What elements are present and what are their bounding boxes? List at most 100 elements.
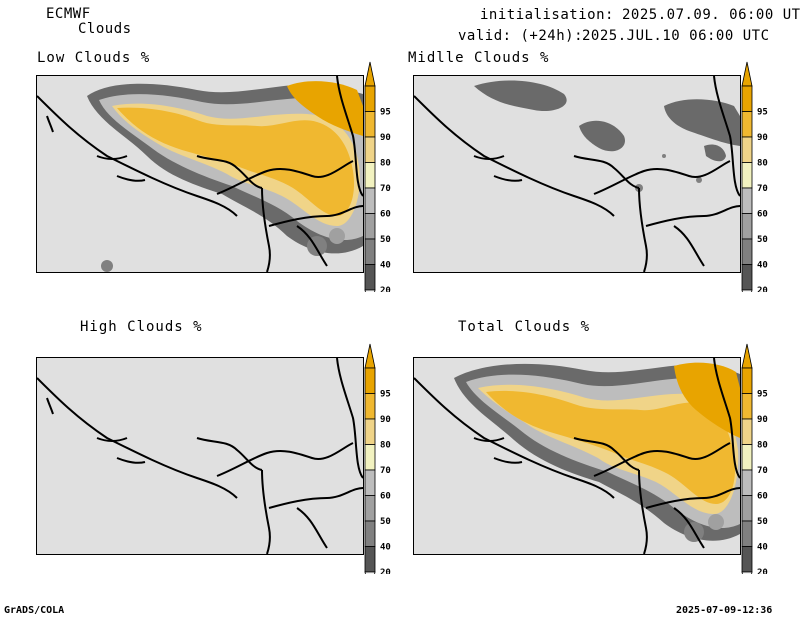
panel-title-mid: Midlle Clouds % <box>408 50 550 66</box>
colorbar-segment <box>741 393 753 420</box>
colorbar-segment <box>741 213 753 240</box>
colorbar-segment <box>364 418 376 445</box>
colorbar-segment <box>741 418 753 445</box>
colorbar-tick-label: 50 <box>380 235 391 245</box>
colorbar-segment <box>741 162 753 189</box>
map-high-clouds <box>36 357 364 555</box>
colorbar-mid: 95 90 80 70 60 50 40 20 <box>741 60 783 315</box>
colorbar-tick-label: 95 <box>757 390 768 400</box>
product-name: Clouds <box>78 21 132 37</box>
colorbar-bottom-arrow <box>364 289 376 315</box>
colorbar-segment <box>364 264 376 291</box>
colorbar-segment <box>741 264 753 291</box>
init-value: 2025.07.09. 06:00 UTC <box>622 7 800 23</box>
colorbar-segment <box>741 495 753 522</box>
colorbar-segment <box>364 85 376 112</box>
map-total-svg <box>414 358 740 554</box>
map-mid-svg <box>414 76 740 272</box>
colorbar-segment <box>741 238 753 265</box>
colorbar-segment <box>364 520 376 547</box>
colorbar-segment <box>364 444 376 471</box>
colorbar-low-svg: 95 90 80 70 60 50 40 20 <box>364 61 391 315</box>
colorbar-tick-label: 60 <box>380 210 391 220</box>
colorbar-tick-label: 70 <box>380 184 391 194</box>
colorbar-top-arrow <box>741 61 753 87</box>
colorbar-total-svg: 95 90 80 70 60 50 40 20 <box>741 343 768 597</box>
colorbar-tick-label: 70 <box>757 466 768 476</box>
init-label: initialisation: <box>480 7 614 23</box>
colorbar-tick-label: 95 <box>757 108 768 118</box>
colorbar-segment <box>741 444 753 471</box>
colorbar-segment <box>364 393 376 420</box>
colorbar-segment <box>364 162 376 189</box>
colorbar-segment <box>364 187 376 214</box>
colorbar-segment <box>741 367 753 394</box>
colorbar-segment <box>364 367 376 394</box>
colorbar-top-arrow <box>364 61 376 87</box>
colorbar-bottom-arrow <box>741 289 753 315</box>
colorbar-tick-label: 80 <box>757 159 768 169</box>
colorbar-segment <box>364 495 376 522</box>
colorbar-tick-label: 80 <box>380 441 391 451</box>
model-name: ECMWF <box>46 6 91 22</box>
colorbar-tick-label: 95 <box>380 390 391 400</box>
colorbar-tick-label: 50 <box>380 517 391 527</box>
map-middle-clouds <box>413 75 741 273</box>
colorbar-high-svg: 95 90 80 70 60 50 40 20 <box>364 343 391 597</box>
colorbar-tick-label: 95 <box>380 108 391 118</box>
colorbar-segment <box>364 238 376 265</box>
colorbar-segment <box>741 187 753 214</box>
colorbar-tick-label: 50 <box>757 517 768 527</box>
footer-timestamp: 2025-07-09-12:36 <box>676 605 773 616</box>
colorbar-tick-label: 80 <box>757 441 768 451</box>
colorbar-segment <box>741 469 753 496</box>
panel-title-high: High Clouds % <box>80 319 203 335</box>
colorbar-top-arrow <box>741 343 753 369</box>
colorbar-segment <box>741 111 753 138</box>
colorbar-segment <box>364 546 376 573</box>
panel-title-total: Total Clouds % <box>458 319 591 335</box>
colorbar-segment <box>364 213 376 240</box>
colorbar-tick-label: 90 <box>757 415 768 425</box>
colorbar-tick-label: 70 <box>757 184 768 194</box>
colorbar-high: 95 90 80 70 60 50 40 20 <box>364 342 406 597</box>
colorbar-tick-label: 40 <box>757 261 768 271</box>
colorbar-tick-label: 20 <box>380 286 391 292</box>
map-total-clouds <box>413 357 741 555</box>
colorbar-tick-label: 80 <box>380 159 391 169</box>
panel-title-low: Low Clouds % <box>37 50 151 66</box>
colorbar-segment <box>741 520 753 547</box>
footer-software: GrADS/COLA <box>4 605 65 616</box>
map-low-svg <box>37 76 363 272</box>
colorbar-low: 95 90 80 70 60 50 40 20 <box>364 60 406 315</box>
colorbar-segment <box>364 136 376 163</box>
colorbar-bottom-arrow <box>364 571 376 597</box>
colorbar-tick-label: 20 <box>757 568 768 574</box>
colorbar-tick-label: 70 <box>380 466 391 476</box>
colorbar-tick-label: 90 <box>380 133 391 143</box>
valid-value: 2025.JUL.10 06:00 UTC <box>582 28 770 44</box>
map-high-svg <box>37 358 363 554</box>
colorbar-bottom-arrow <box>741 571 753 597</box>
colorbar-segment <box>364 469 376 496</box>
colorbar-segment <box>364 111 376 138</box>
colorbar-segment <box>741 85 753 112</box>
colorbar-tick-label: 60 <box>757 210 768 220</box>
colorbar-segment <box>741 546 753 573</box>
colorbar-tick-label: 60 <box>380 492 391 502</box>
colorbar-tick-label: 40 <box>380 261 391 271</box>
colorbar-tick-label: 90 <box>757 133 768 143</box>
colorbar-mid-svg: 95 90 80 70 60 50 40 20 <box>741 61 768 315</box>
colorbar-top-arrow <box>364 343 376 369</box>
colorbar-tick-label: 20 <box>757 286 768 292</box>
valid-label: valid: (+24h): <box>458 28 584 44</box>
colorbar-segment <box>741 136 753 163</box>
colorbar-tick-label: 90 <box>380 415 391 425</box>
colorbar-tick-label: 40 <box>380 543 391 553</box>
colorbar-total: 95 90 80 70 60 50 40 20 <box>741 342 783 597</box>
colorbar-tick-label: 50 <box>757 235 768 245</box>
colorbar-tick-label: 60 <box>757 492 768 502</box>
colorbar-tick-label: 40 <box>757 543 768 553</box>
map-low-clouds <box>36 75 364 273</box>
colorbar-tick-label: 20 <box>380 568 391 574</box>
